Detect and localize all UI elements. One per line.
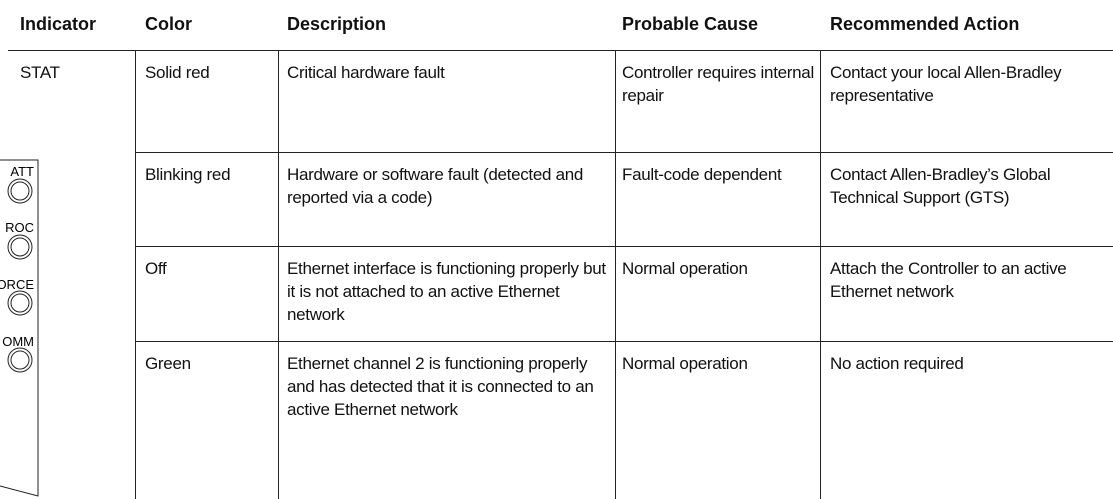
device-icon: ATT ROC ORCE OMM [0, 159, 39, 497]
column-header: Indicator [20, 14, 97, 34]
table-cell: Controller requires internal repair [622, 63, 814, 105]
column-rule [820, 50, 821, 499]
header-rule [8, 50, 1113, 51]
column-rule [135, 50, 136, 499]
table-cell: Attach the Controller to an active Ether… [830, 259, 1067, 301]
column-header: Recommended Action [830, 14, 1020, 34]
column-rule [615, 50, 616, 499]
table-cell: Normal operation [622, 259, 748, 278]
table-cell: Ethernet interface is functioning proper… [287, 259, 606, 324]
column-header: Color [145, 14, 192, 34]
table-cell: Contact your local Allen-Bradley represe… [830, 63, 1062, 105]
table-cell: Normal operation [622, 354, 748, 373]
table-cell: No action required [830, 354, 964, 373]
table-cell: Solid red [145, 63, 210, 82]
table-cell: Contact Allen-Bradley’s Global Technical… [830, 165, 1051, 207]
device-label: ROC [5, 220, 34, 235]
table-cell: Fault-code dependent [622, 165, 782, 184]
device-label: OMM [2, 334, 34, 349]
table-cell: Hardware or software fault (detected and… [287, 165, 584, 207]
column-header: Probable Cause [622, 14, 759, 34]
table-cell: Blinking red [145, 165, 231, 184]
column-rule [278, 50, 279, 499]
table-cell: Green [145, 354, 191, 373]
row-rule [135, 341, 1113, 342]
table-cell: STAT [20, 63, 60, 82]
column-header: Description [287, 14, 387, 34]
table-cell: Ethernet channel 2 is functioning proper… [287, 354, 594, 419]
device-label: ORCE [0, 277, 34, 292]
table-cell: Off [145, 259, 167, 278]
row-rule [135, 152, 1113, 153]
table-cell: Critical hardware fault [287, 63, 445, 82]
row-rule [135, 246, 1113, 247]
device-label: ATT [10, 164, 34, 179]
